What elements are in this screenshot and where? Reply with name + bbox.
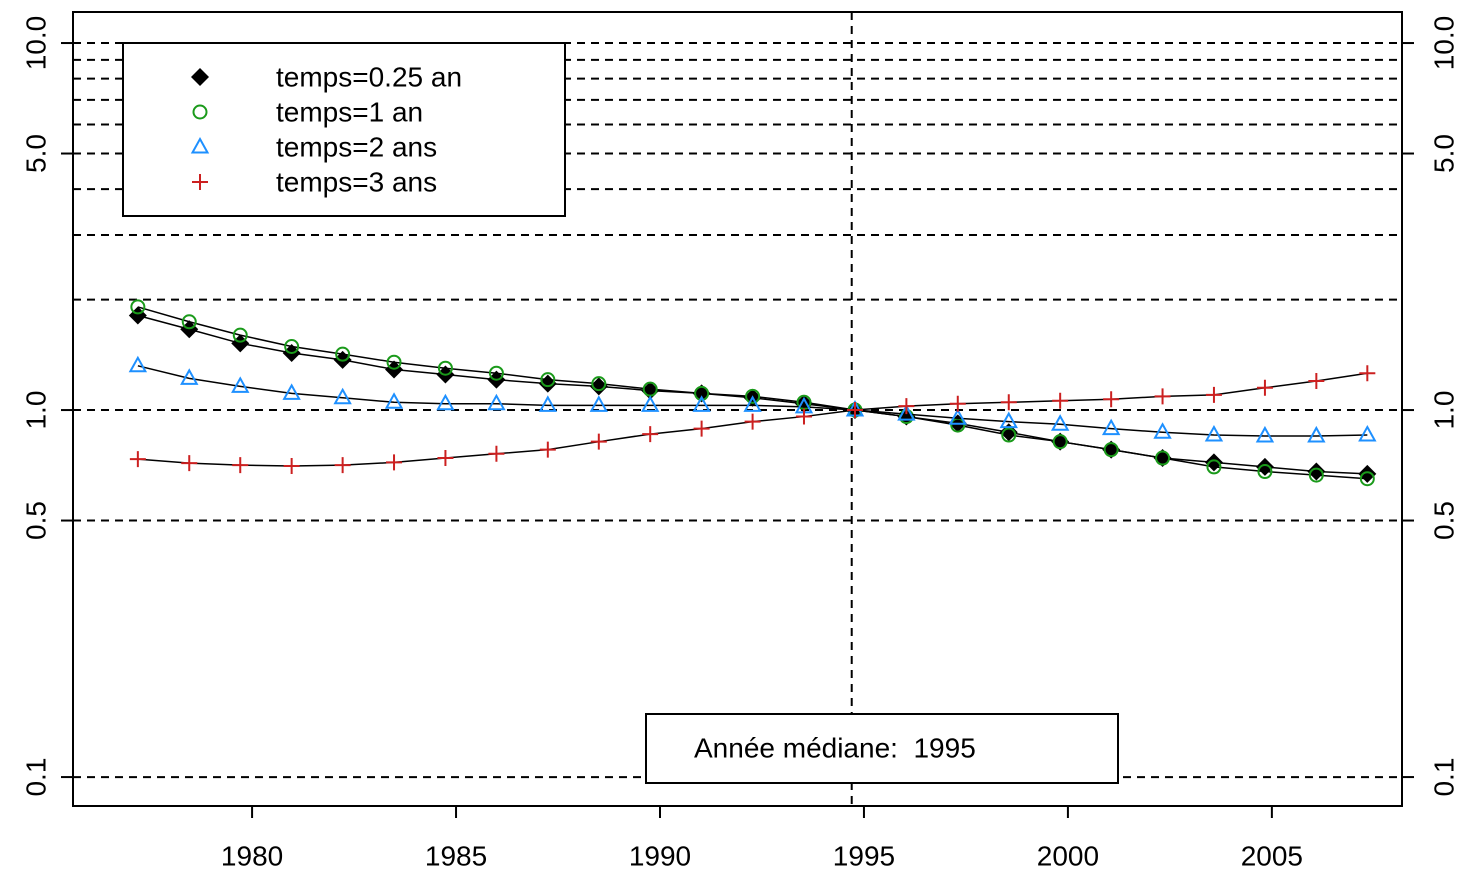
marker-circle [1155, 450, 1171, 466]
marker-triangle [487, 393, 506, 411]
marker-plus [232, 457, 249, 474]
legend-label: temps=0.25 an [276, 61, 462, 92]
marker-triangle [538, 395, 558, 412]
marker-plus [898, 398, 915, 415]
marker-plus [795, 408, 812, 425]
marker-diamond [191, 68, 209, 86]
marker-circle [1052, 434, 1068, 450]
plot-frame [72, 11, 1403, 807]
marker-triangle [180, 368, 199, 385]
marker-triangle [436, 393, 455, 411]
marker-plus [846, 402, 863, 419]
marker-circle [1359, 471, 1375, 487]
marker-plus [539, 441, 556, 458]
marker-triangle [1307, 425, 1326, 443]
marker-triangle [589, 395, 609, 412]
marker-plus [642, 426, 659, 443]
marker-plus [334, 457, 351, 474]
marker-triangle [1101, 418, 1121, 436]
marker-plus [1308, 372, 1325, 389]
legend-label: temps=3 ans [276, 166, 437, 197]
marker-circle [591, 376, 607, 392]
marker-circle [1001, 427, 1017, 443]
marker-triangle [692, 395, 711, 412]
marker-triangle [333, 387, 352, 405]
marker-plus [1359, 365, 1376, 382]
marker-plus [1052, 392, 1069, 409]
marker-triangle [948, 408, 967, 425]
legend-label: temps=1 an [276, 96, 423, 127]
marker-circle [1206, 459, 1222, 475]
marker-circle [745, 388, 761, 404]
marker-plus [283, 457, 300, 474]
marker-plus [744, 413, 761, 430]
x-tick-label: 1980 [221, 840, 283, 871]
marker-plus [386, 454, 403, 471]
marker-circle [284, 338, 300, 354]
marker-triangle [384, 392, 404, 409]
x-tick-label: 2005 [1241, 840, 1303, 871]
marker-triangle [743, 395, 762, 412]
marker-triangle [641, 395, 660, 412]
y-tick-label: 10.0 [20, 16, 51, 70]
marker-plus [1256, 379, 1273, 396]
marker-plus [181, 455, 198, 472]
marker-circle [192, 104, 208, 120]
y-tick-label: 0.5 [20, 501, 51, 540]
marker-plus [1205, 386, 1222, 403]
marker-triangle [1255, 425, 1275, 443]
x-tick-label: 1990 [629, 840, 691, 871]
marker-triangle [282, 383, 301, 400]
marker-plus [488, 445, 505, 462]
x-tick-label: 1995 [833, 840, 895, 871]
marker-triangle [1204, 424, 1224, 442]
marker-circle [232, 327, 248, 343]
marker-triangle [128, 355, 148, 373]
marker-circle [335, 346, 351, 362]
marker-diamond [589, 377, 608, 396]
y2-tick-label: 5.0 [1428, 134, 1459, 173]
marker-plus [949, 395, 966, 412]
marker-triangle [999, 411, 1018, 429]
y-tick-label: 0.1 [20, 758, 51, 797]
marker-plus [192, 174, 208, 190]
marker-plus [1154, 388, 1171, 405]
annotation: Année médiane: 1995 [694, 732, 976, 763]
marker-triangle [190, 136, 210, 154]
marker-plus [129, 451, 146, 468]
marker-plus [1000, 394, 1017, 411]
marker-circle [488, 365, 504, 381]
y-tick-label: 1.0 [20, 391, 51, 430]
x-tick-label: 2000 [1037, 840, 1099, 871]
marker-circle [1257, 464, 1273, 480]
marker-circle [386, 354, 402, 370]
marker-circle [1308, 467, 1324, 483]
marker-diamond [180, 320, 199, 339]
x-tick-label: 1985 [425, 840, 487, 871]
annotation-box [645, 713, 1119, 784]
marker-circle [540, 372, 556, 388]
marker-triangle [231, 376, 250, 393]
marker-triangle [897, 404, 916, 421]
marker-circle [181, 314, 197, 330]
y2-tick-label: 10.0 [1428, 16, 1459, 70]
marker-circle [130, 299, 146, 315]
y2-tick-label: 1.0 [1428, 391, 1459, 430]
marker-triangle [1358, 424, 1377, 442]
marker-plus [1103, 391, 1120, 408]
legend-label: temps=2 ans [276, 131, 437, 162]
marker-triangle [1050, 414, 1070, 431]
marker-circle [1103, 442, 1119, 458]
marker-triangle [1153, 422, 1172, 439]
marker-plus [693, 420, 710, 437]
y-tick-label: 5.0 [20, 134, 51, 173]
marker-circle [437, 360, 453, 376]
marker-circle [694, 385, 710, 401]
marker-plus [590, 433, 607, 450]
marker-plus [437, 450, 454, 467]
y2-tick-label: 0.1 [1428, 758, 1459, 797]
y2-tick-label: 0.5 [1428, 501, 1459, 540]
series-line [137, 365, 1368, 437]
